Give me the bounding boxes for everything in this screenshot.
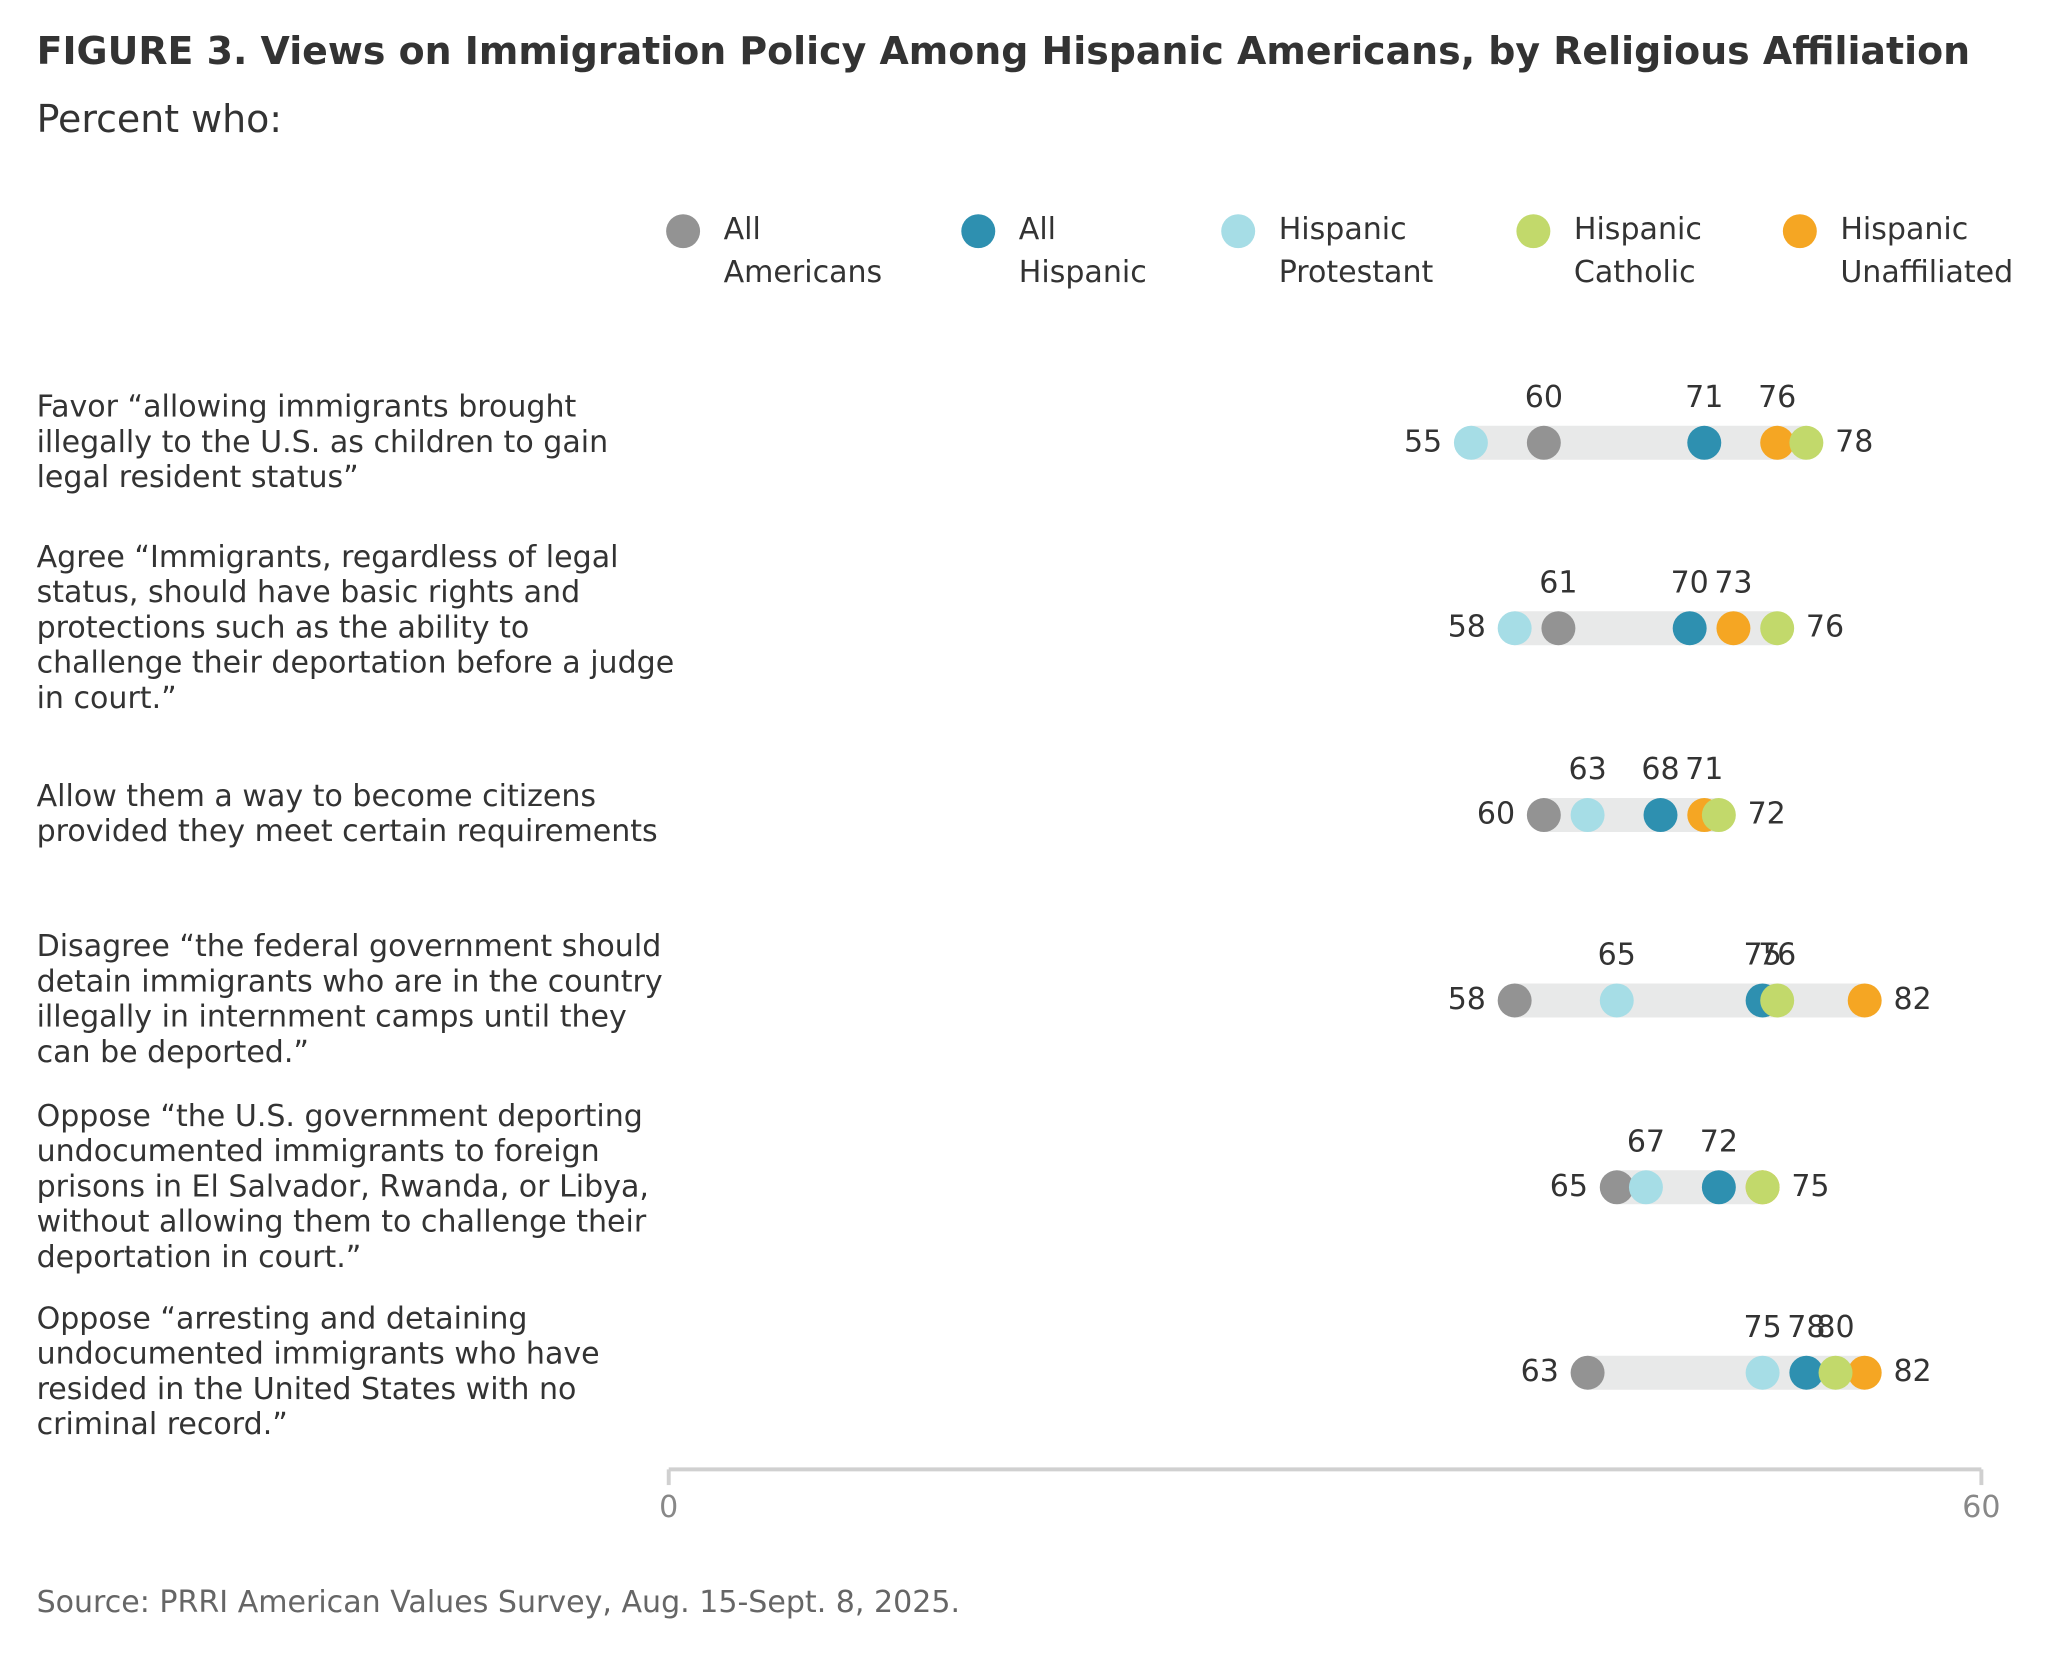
value-label: 72 — [1700, 1124, 1738, 1159]
dot — [1526, 425, 1561, 460]
dot — [1847, 1355, 1882, 1390]
value-label: 80 — [1816, 1310, 1854, 1345]
dot — [1687, 425, 1722, 460]
dot — [1745, 1170, 1780, 1205]
legend-marker — [961, 214, 996, 249]
dot — [1526, 798, 1561, 832]
category-label: Oppose “arresting and detaining undocume… — [36, 1302, 600, 1442]
value-label: 63 — [1521, 1354, 1559, 1389]
value-label: 72 — [1748, 797, 1786, 832]
dot — [1847, 983, 1882, 1018]
value-label: 67 — [1627, 1124, 1665, 1159]
dot — [1643, 798, 1678, 832]
value-label: 58 — [1448, 982, 1486, 1017]
dot — [1760, 611, 1795, 646]
value-label: 55 — [1404, 424, 1442, 459]
value-label: 60 — [1525, 380, 1563, 415]
dot — [1541, 611, 1576, 646]
value-label: 76 — [1806, 610, 1844, 645]
category-label: Allow them a way to become citizens prov… — [36, 779, 658, 849]
dot — [1497, 983, 1532, 1018]
value-label: 82 — [1893, 1354, 1931, 1389]
dot — [1599, 1170, 1634, 1205]
dot — [1716, 611, 1751, 646]
legend-label: Hispanic Protestant — [1278, 212, 1434, 290]
legend-label: Hispanic Catholic — [1573, 212, 1702, 290]
dot — [1760, 425, 1795, 460]
chart-subtitle: Percent who: — [36, 96, 283, 142]
legend-label: All Hispanic — [1018, 212, 1147, 290]
dot — [1599, 983, 1634, 1018]
legend-label: All Americans — [723, 212, 883, 290]
dot — [1701, 1170, 1736, 1205]
legend-label: Hispanic Unaffiliated — [1840, 212, 2014, 290]
dot — [1628, 1170, 1663, 1205]
legend-marker — [1782, 214, 1817, 249]
dot — [1760, 983, 1795, 1018]
value-label: 58 — [1448, 610, 1486, 645]
value-label: 60 — [1477, 797, 1515, 832]
value-label: 71 — [1685, 380, 1723, 415]
category-label: Disagree “the federal government should … — [36, 929, 663, 1070]
dot — [1745, 1355, 1780, 1390]
dot — [1672, 611, 1707, 646]
value-label: 70 — [1671, 565, 1709, 600]
category-label: Favor “allowing immigrants brought illeg… — [36, 389, 609, 495]
dot — [1789, 1355, 1824, 1390]
value-label: 75 — [1743, 938, 1781, 973]
value-label: 73 — [1714, 565, 1752, 600]
dot — [1570, 798, 1605, 832]
category-label: Agree “Immigrants, regardless of legal s… — [36, 540, 675, 716]
value-label: 75 — [1743, 1310, 1781, 1345]
x-tick-label: 0 — [659, 1490, 678, 1525]
dot — [1789, 425, 1824, 460]
value-label: 63 — [1568, 752, 1606, 787]
value-label: 65 — [1550, 1169, 1588, 1204]
value-label: 65 — [1598, 938, 1636, 973]
source-note: Source: PRRI American Values Survey, Aug… — [36, 1585, 961, 1620]
value-label: 75 — [1791, 1169, 1829, 1204]
legend-marker — [666, 214, 701, 249]
x-tick-label: 60 — [1962, 1490, 2000, 1525]
value-label: 82 — [1893, 982, 1931, 1017]
legend-marker — [1221, 214, 1256, 249]
dot — [1453, 425, 1488, 460]
category-label: Oppose “the U.S. government deporting un… — [36, 1099, 649, 1275]
value-label: 78 — [1787, 1310, 1825, 1345]
value-label: 76 — [1758, 380, 1796, 415]
dot — [1497, 611, 1532, 646]
dot — [1701, 798, 1736, 832]
value-label: 76 — [1758, 938, 1796, 973]
value-label: 71 — [1685, 752, 1723, 787]
dot — [1818, 1355, 1853, 1390]
value-label: 68 — [1641, 752, 1679, 787]
value-label: 78 — [1835, 424, 1873, 459]
value-label: 61 — [1539, 565, 1577, 600]
chart-title: FIGURE 3. Views on Immigration Policy Am… — [36, 28, 1971, 74]
dot — [1570, 1355, 1605, 1390]
legend-marker — [1516, 214, 1551, 249]
